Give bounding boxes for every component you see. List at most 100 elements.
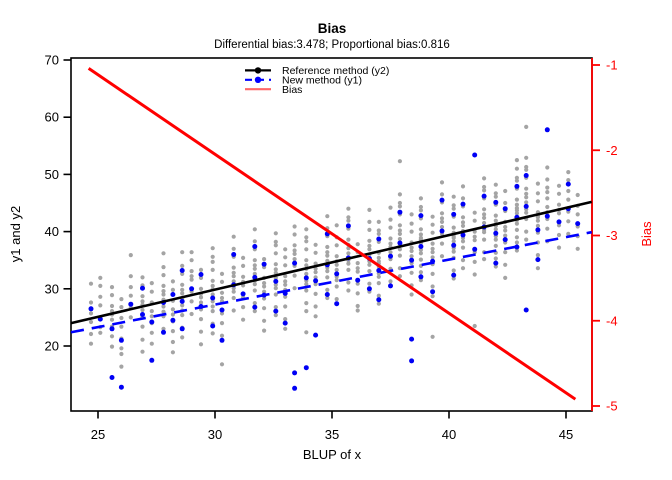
blue-point: [149, 319, 155, 325]
gray-point: [180, 250, 185, 255]
gray-point: [524, 164, 529, 170]
gray-point: [493, 237, 498, 242]
gray-point: [418, 251, 423, 256]
gray-point: [119, 297, 124, 302]
gray-point: [397, 223, 402, 228]
blue-point: [252, 304, 258, 310]
gray-point: [388, 217, 393, 222]
reference-line: [70, 200, 593, 325]
gray-point: [128, 274, 133, 279]
gray-point: [273, 267, 278, 272]
gray-point: [283, 255, 288, 260]
gray-point: [170, 307, 175, 312]
gray-point: [472, 218, 477, 223]
blue-point: [179, 268, 185, 273]
gray-point: [556, 191, 562, 196]
gray-point: [189, 277, 194, 282]
gray-point: [241, 317, 246, 322]
axes: 20 30 40 50 60 70 25 30 35 40 45 -1 -2 -3 -4 -5: [45, 53, 618, 443]
gray-point: [503, 250, 508, 255]
gray-point: [451, 249, 456, 254]
gray-point: [88, 281, 94, 286]
gray-point: [514, 235, 520, 240]
gray-point: [397, 247, 402, 252]
gray-point: [376, 301, 381, 306]
blue-point: [388, 283, 393, 289]
gray-point: [397, 159, 402, 164]
fit-lines: [70, 67, 593, 401]
gray-point: [292, 243, 297, 248]
gray-point: [367, 227, 372, 232]
gray-point: [210, 259, 215, 264]
blue-point: [292, 370, 298, 376]
y-right-tick-label: -5: [606, 399, 618, 414]
gray-point: [170, 287, 175, 292]
gray-point: [545, 177, 550, 182]
gray-point: [524, 210, 529, 215]
y-left-tick-label: 50: [45, 167, 59, 182]
blue-point: [170, 317, 176, 323]
gray-point: [161, 273, 166, 278]
gray-point: [376, 219, 381, 224]
gray-point: [189, 250, 194, 255]
gray-point: [180, 271, 185, 276]
gray-point: [535, 266, 541, 271]
gray-point: [388, 225, 393, 230]
gray-point: [439, 216, 445, 221]
gray-point: [460, 266, 466, 271]
blue-point: [523, 173, 529, 178]
blue-point: [179, 326, 185, 332]
gray-point: [252, 239, 257, 244]
gray-point: [198, 275, 204, 280]
y-left-tick-label: 60: [45, 110, 59, 125]
gray-point: [430, 241, 435, 246]
gray-point: [273, 251, 278, 256]
gray-point: [545, 190, 550, 195]
gray-point: [503, 233, 508, 238]
gray-point: [88, 311, 94, 316]
gray-point: [503, 228, 508, 233]
gray-point: [460, 220, 466, 225]
gray-point: [503, 188, 508, 194]
gray-point: [273, 282, 278, 287]
blue-point: [282, 320, 288, 326]
gray-point: [325, 253, 330, 258]
gray-point: [262, 284, 267, 289]
gray-point: [430, 214, 435, 219]
gray-point: [388, 279, 393, 284]
gray-point: [231, 289, 236, 294]
gray-point: [231, 274, 236, 279]
x-axis-label: BLUP of x: [303, 447, 362, 462]
blue-point: [472, 152, 478, 158]
gray-point: [556, 202, 562, 207]
gray-point: [313, 270, 318, 275]
gray-point: [418, 278, 423, 283]
gray-point: [140, 337, 145, 342]
gray-point: [388, 236, 393, 241]
gray-point: [98, 294, 103, 299]
gray-point: [535, 253, 541, 258]
blue-point: [376, 236, 382, 242]
gray-point: [273, 305, 278, 310]
gray-point: [231, 270, 236, 275]
gray-point: [88, 300, 94, 305]
gray-point: [180, 263, 185, 268]
gray-point: [376, 281, 381, 286]
blue-point: [439, 197, 445, 203]
gray-point: [451, 239, 456, 244]
gray-point: [367, 238, 372, 243]
gray-point: [575, 192, 580, 198]
gray-point: [109, 293, 115, 298]
gray-point: [430, 294, 435, 299]
gray-point: [514, 221, 520, 226]
gray-point: [241, 263, 246, 268]
gray-point: [119, 351, 124, 357]
gray-point: [313, 250, 318, 255]
gray-point: [493, 227, 498, 232]
gray-point: [304, 309, 309, 314]
gray-point: [170, 329, 175, 334]
gray-point: [198, 317, 204, 322]
blue-point: [430, 289, 436, 295]
gray-point: [292, 273, 297, 278]
gray-point: [472, 238, 477, 243]
